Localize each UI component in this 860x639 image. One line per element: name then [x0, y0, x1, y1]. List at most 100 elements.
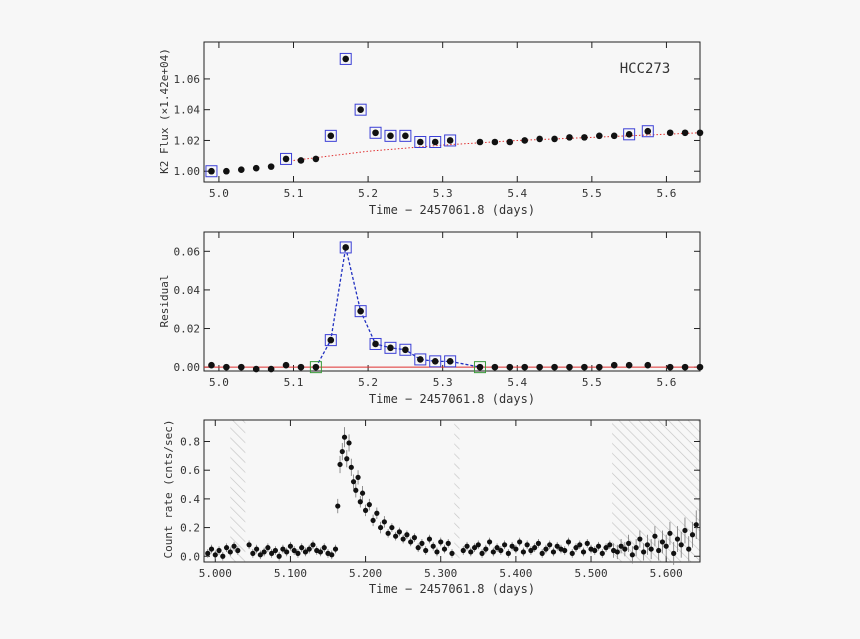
flare-marker-box — [205, 165, 218, 178]
flare-marker-box — [324, 129, 337, 142]
flare-marker-box — [354, 305, 367, 318]
data-point — [267, 163, 275, 170]
data-point — [693, 522, 699, 528]
data-point — [464, 543, 470, 549]
data-point — [257, 552, 263, 558]
data-point — [402, 132, 409, 140]
plot-frame — [203, 41, 701, 183]
y-tick-label: 1.06 — [174, 73, 201, 86]
flare-marker-box — [399, 129, 412, 142]
data-point — [625, 361, 633, 369]
data-point — [513, 546, 519, 552]
data-point — [332, 546, 339, 552]
data-point — [689, 532, 696, 538]
data-point — [551, 135, 558, 143]
x-tick-label: 5.3 — [433, 376, 453, 389]
data-point — [396, 529, 402, 535]
data-point — [580, 549, 587, 555]
data-point — [223, 545, 230, 551]
y-tick-label: 1.02 — [174, 134, 201, 147]
data-point — [400, 536, 406, 542]
data-point — [491, 138, 499, 146]
data-point — [648, 546, 654, 552]
data-point — [491, 363, 499, 371]
data-point — [633, 545, 639, 551]
x-tick-label: 5.000 — [199, 567, 232, 580]
data-point — [569, 550, 575, 556]
data-point — [584, 540, 590, 546]
data-point — [592, 547, 598, 554]
flare-marker-box — [280, 152, 293, 165]
flare-marker-box — [414, 353, 427, 366]
data-point — [596, 132, 603, 140]
data-point — [252, 164, 260, 172]
flare-marker-box — [354, 103, 367, 116]
x-tick-label: 5.6 — [656, 187, 676, 200]
data-point — [460, 547, 466, 554]
edge-marker-box — [473, 361, 486, 374]
flare-marker-box — [339, 52, 352, 65]
data-point — [297, 157, 305, 164]
data-point — [359, 490, 366, 496]
y-tick-label: 0.04 — [174, 284, 201, 297]
x-tick-label: 5.0 — [209, 187, 229, 200]
y-tick-label: 0.00 — [174, 361, 201, 374]
data-point — [629, 552, 635, 558]
data-point — [528, 547, 534, 554]
data-point — [509, 543, 515, 549]
data-point — [342, 55, 350, 63]
data-point — [276, 553, 282, 559]
data-point — [599, 550, 605, 556]
data-point — [610, 361, 618, 369]
data-point — [337, 461, 343, 468]
data-point — [408, 539, 414, 545]
data-point — [348, 464, 354, 470]
flare-marker-box — [384, 341, 397, 354]
data-point — [393, 533, 399, 539]
data-point — [562, 547, 568, 554]
data-point — [246, 542, 252, 548]
data-point — [656, 547, 662, 554]
data-point — [520, 549, 526, 555]
flare-marker-box — [414, 136, 427, 148]
x-tick-label: 5.4 — [507, 376, 527, 389]
data-point — [339, 448, 345, 455]
data-point — [280, 546, 286, 552]
data-point — [490, 549, 496, 555]
data-point — [446, 137, 454, 144]
data-point — [644, 127, 652, 135]
data-point — [430, 543, 436, 549]
flare-marker-box — [429, 355, 442, 368]
data-point — [223, 167, 230, 175]
x-tick-label: 5.6 — [656, 376, 676, 389]
data-point — [577, 542, 583, 548]
data-point — [644, 542, 650, 548]
x-axis-label: Time − 2457061.8 (days) — [369, 203, 535, 217]
data-point — [666, 129, 674, 137]
data-point — [502, 542, 508, 548]
data-point — [625, 131, 633, 138]
data-point — [652, 533, 658, 539]
data-point — [581, 363, 588, 371]
data-point — [517, 539, 523, 545]
data-point — [282, 361, 290, 369]
data-point — [372, 340, 379, 348]
data-point — [220, 553, 226, 559]
data-point — [297, 363, 305, 371]
data-point — [366, 502, 372, 508]
y-tick-label: 0.02 — [174, 323, 201, 336]
data-point — [321, 545, 327, 551]
data-point — [346, 440, 352, 446]
k2-flux-panel: HCC273 Time − 2457061.8 (days) K2 Flux (… — [158, 41, 704, 217]
flare-marker-box — [339, 241, 352, 254]
x-tick-label: 5.200 — [349, 567, 382, 580]
data-point — [402, 346, 409, 354]
x-tick-label: 5.4 — [507, 187, 527, 200]
data-point — [483, 546, 489, 552]
data-point — [671, 550, 677, 556]
data-point — [208, 361, 215, 369]
x-axis-label: Time − 2457061.8 (days) — [369, 392, 535, 406]
flare-marker-box — [444, 134, 457, 147]
data-point — [372, 129, 379, 137]
